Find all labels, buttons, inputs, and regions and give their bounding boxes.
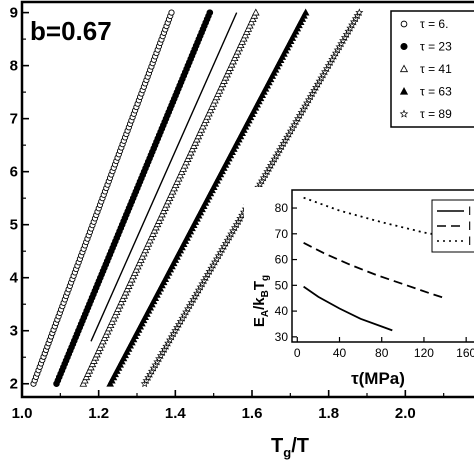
x-tick-label: 1.8	[318, 405, 339, 422]
inset-y-tick-label: 30	[275, 330, 289, 344]
inset-x-tick-label: 0	[294, 346, 301, 360]
y-tick-label: 7	[10, 111, 18, 128]
legend-marker	[399, 109, 409, 118]
inset-y-tick-label: 70	[275, 227, 289, 241]
inset-series-solid	[303, 285, 393, 332]
inset-plot-frame	[291, 189, 474, 343]
legend-items: τ = 6. τ = 23 τ = 41 τ = 63 τ = 89	[399, 17, 452, 121]
inset-x-tick-label: 40	[333, 346, 347, 360]
legend-marker	[399, 64, 409, 73]
inset-x-tick-label: 160	[456, 346, 474, 360]
legend-marker	[399, 87, 409, 95]
inset-series-dotted	[303, 196, 474, 244]
legend-label: τ = 63	[420, 85, 452, 99]
annotation-b: b=0.67	[30, 16, 112, 46]
xlabel-tail: /T	[291, 435, 309, 457]
inset-y-tick-label: 60	[275, 253, 289, 267]
xlabel-t: T	[271, 435, 283, 457]
x-tick-label: 1.0	[12, 405, 33, 422]
data-point	[168, 9, 175, 16]
x-tick-label: 1.2	[88, 405, 109, 422]
legend-marker	[400, 42, 408, 51]
series-triangle-open	[79, 8, 260, 387]
inset-ylabel-sub-a: A	[260, 310, 271, 317]
inset-series	[303, 196, 474, 332]
fit-line	[90, 12, 238, 342]
legend-label: τ = 6.	[420, 17, 448, 31]
legend-label: τ = 89	[420, 107, 452, 121]
y-tick-label: 9	[10, 5, 18, 22]
inset-legend-items: III	[437, 204, 471, 248]
y-tick-label: 5	[10, 217, 18, 234]
inset-x-tick-label: 80	[375, 346, 389, 360]
series-circle-open	[30, 9, 175, 387]
inset-y-tick-label: 50	[275, 278, 289, 292]
inset-ylabel-part-k: /k	[251, 297, 268, 310]
inset-legend-label: I	[468, 219, 471, 233]
inset-ylabel-sub-b: B	[260, 290, 271, 297]
xlabel-sub-g: g	[283, 445, 291, 460]
inset-x-axis-label: τ(MPa)	[351, 369, 405, 388]
y-tick-label: 3	[10, 323, 18, 340]
main-series	[30, 8, 364, 388]
x-tick-label: 1.4	[165, 405, 187, 422]
inset-legend-label: I	[468, 234, 471, 248]
x-tick-label: 1.6	[242, 405, 263, 422]
series-star	[140, 8, 364, 388]
data-point	[301, 8, 310, 16]
inset-y-tick-label: 80	[275, 201, 289, 215]
inset-ylabel-part-t: T	[251, 281, 268, 290]
y-tick-label: 8	[10, 58, 18, 75]
inset-x-tick-label: 120	[414, 346, 434, 360]
y-tick-label: 2	[10, 376, 18, 393]
data-point	[252, 8, 260, 16]
data-point	[355, 8, 364, 17]
y-tick-label: 6	[10, 164, 18, 181]
inset-y-axis-label: EA/kBTg	[251, 275, 271, 327]
data-point	[206, 9, 214, 16]
inset-y-tick-label: 40	[275, 304, 289, 318]
main-x-axis-label: Tg/T	[271, 435, 309, 460]
inset-series-dashed	[303, 241, 446, 300]
inset-ylabel-sub-g: g	[260, 275, 271, 281]
inset-legend-label: I	[468, 204, 471, 218]
legend-marker	[400, 20, 408, 28]
legend-label: τ = 23	[420, 40, 452, 54]
series-triangle-filled	[106, 8, 310, 387]
inset-ylabel-part-e: E	[251, 317, 268, 327]
series-circle-filled	[53, 9, 214, 388]
x-tick-label: 2.0	[395, 405, 416, 422]
legend-label: τ = 41	[420, 62, 452, 76]
inset-ticks: 0 40 80 120 160 30 40 50 60 70 80	[275, 201, 474, 360]
y-tick-label: 4	[10, 270, 19, 287]
main-ticks: 1.0 1.2 1.4 1.6 1.8 2.0 2 3 4 5 6 7 8 9	[10, 5, 445, 422]
